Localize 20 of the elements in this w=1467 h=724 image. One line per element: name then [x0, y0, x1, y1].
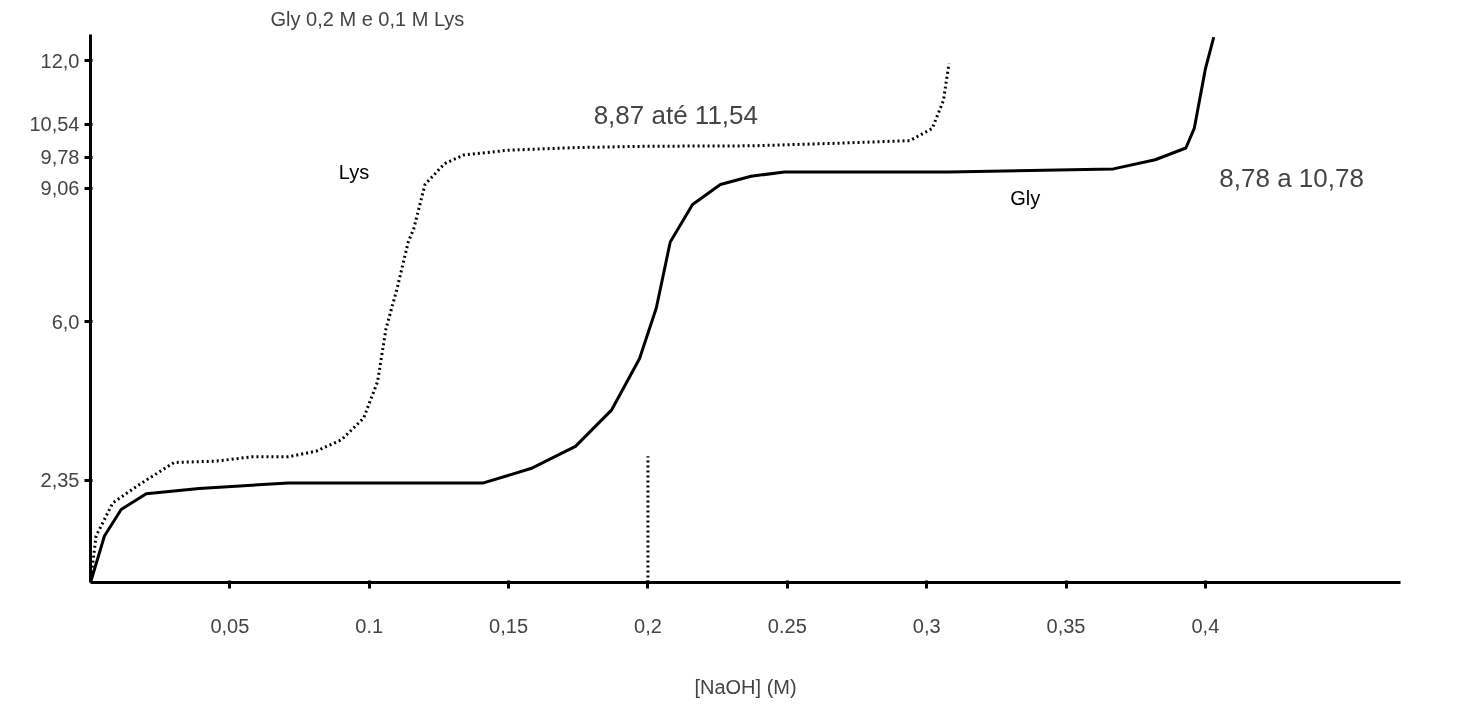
y-tick-label: 9,78 — [40, 146, 80, 169]
x-tick-label: 0,05 — [210, 614, 250, 637]
y-tick-label: 9,06 — [40, 177, 80, 200]
text: Lys — [338, 160, 370, 183]
annotation: 8,78 a 10,78 — [1219, 163, 1364, 194]
x-tick-label: 0.25 — [767, 614, 807, 637]
y-tick-label: 10,54 — [29, 113, 80, 136]
y-tick-label: 2,35 — [40, 469, 80, 492]
x-tick-label: 0,3 — [912, 614, 941, 637]
y-tick-label: 6,0 — [51, 310, 80, 333]
x-axis-title: [NaOH] (M) — [694, 675, 797, 698]
x-tick-label: 0,35 — [1046, 614, 1086, 637]
x-tick-label: 0,15 — [489, 614, 529, 637]
x-tick-label: 0,2 — [634, 614, 662, 637]
x-tick-label: 0,4 — [1191, 614, 1220, 637]
annotation: 8,87 até 11,54 — [593, 99, 758, 130]
x-tick-label: 0.1 — [355, 614, 384, 637]
chart-title: Gly 0,2 M e 0,1 M Lys — [270, 7, 465, 30]
y-tick-label: 12,0 — [40, 49, 80, 72]
series-label: Gly — [1010, 187, 1041, 210]
